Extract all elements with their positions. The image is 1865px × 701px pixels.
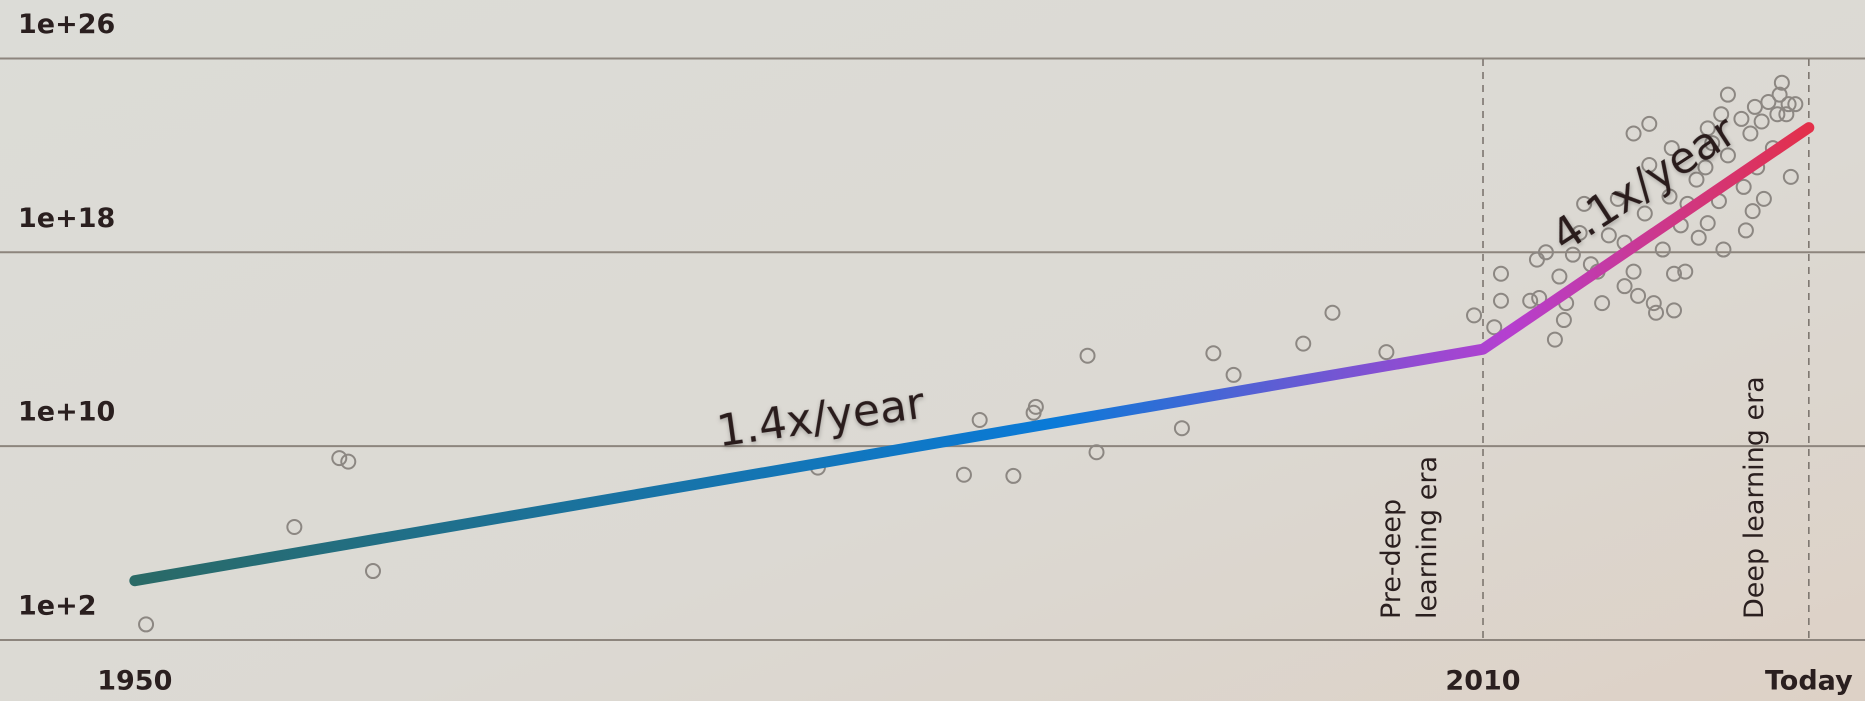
data-point <box>1466 307 1483 324</box>
data-point <box>1677 263 1694 280</box>
data-point <box>1636 205 1653 222</box>
marks <box>129 74 1815 633</box>
data-point <box>1742 125 1759 142</box>
data-point <box>1005 467 1022 484</box>
data-point <box>1773 74 1790 91</box>
data-point <box>1594 295 1611 312</box>
era-label-line: learning era <box>1412 456 1443 619</box>
data-point <box>1205 345 1222 362</box>
data-point <box>1697 159 1714 176</box>
data-point <box>1715 241 1732 258</box>
x-tick-label: Today <box>1765 666 1853 697</box>
data-point <box>1616 278 1633 295</box>
data-point <box>1555 312 1572 329</box>
era-label-line: Deep learning era <box>1739 376 1770 619</box>
data-point <box>1641 157 1658 174</box>
data-point <box>1755 190 1772 207</box>
data-point <box>1771 86 1788 103</box>
data-point <box>365 563 381 580</box>
x-tick-label: 2010 <box>1445 666 1520 697</box>
data-point <box>1666 302 1683 319</box>
data-point <box>971 412 988 429</box>
data-point <box>1641 115 1658 132</box>
data-point <box>1661 188 1678 205</box>
data-point <box>1492 292 1509 309</box>
data-point <box>1079 347 1096 364</box>
data-point <box>1027 398 1044 415</box>
data-point <box>1609 190 1626 207</box>
data-point <box>1625 125 1642 142</box>
data-point <box>1778 106 1795 123</box>
data-point <box>1486 319 1503 336</box>
data-point <box>1492 265 1509 282</box>
data-point <box>1735 178 1752 195</box>
data-point <box>1666 265 1683 282</box>
data-point <box>1576 195 1593 212</box>
y-tick-label: 1e+2 <box>18 591 97 622</box>
data-point <box>1645 295 1662 312</box>
data-point <box>1688 171 1705 188</box>
y-tick-label: 1e+26 <box>18 9 115 40</box>
data-point <box>1173 420 1190 437</box>
data-point <box>1630 287 1647 304</box>
data-point <box>1551 268 1568 285</box>
data-point <box>955 466 972 483</box>
data-point <box>1699 215 1716 232</box>
data-point <box>1324 304 1341 321</box>
data-point <box>1753 113 1770 130</box>
data-point <box>1600 227 1617 244</box>
data-point <box>286 519 303 536</box>
data-point <box>1746 98 1763 115</box>
x-tick-label: 1950 <box>97 666 172 697</box>
data-point <box>1663 140 1680 157</box>
data-point <box>1733 110 1750 127</box>
data-point <box>1625 263 1642 280</box>
data-point <box>1295 335 1312 352</box>
data-point <box>1704 135 1721 152</box>
era-label-line: Pre-deep <box>1376 499 1407 619</box>
data-point <box>138 616 155 633</box>
data-point <box>1719 147 1736 164</box>
data-point <box>1378 344 1395 361</box>
data-point <box>1571 224 1588 241</box>
y-tick-label: 1e+10 <box>18 397 115 428</box>
data-point <box>340 453 357 470</box>
data-point <box>1780 96 1797 113</box>
data-point <box>1719 86 1736 103</box>
data-point <box>1522 292 1539 309</box>
data-point <box>1654 241 1671 258</box>
era-label: Deep learning era <box>1739 376 1770 619</box>
data-point <box>1546 331 1563 348</box>
data-point <box>1737 222 1754 239</box>
data-point <box>1088 444 1105 461</box>
y-tick-label: 1e+18 <box>18 203 115 234</box>
data-point <box>1648 304 1665 321</box>
data-point <box>1225 366 1242 383</box>
data-point <box>1713 106 1730 123</box>
data-point <box>1760 93 1777 110</box>
data-point <box>331 450 348 467</box>
data-point <box>1769 106 1786 123</box>
era-label: Pre-deep learning era <box>1376 456 1443 619</box>
data-point <box>1690 229 1707 246</box>
trend-line <box>129 122 1815 587</box>
data-point <box>1699 120 1716 137</box>
data-point <box>1787 96 1804 113</box>
data-point <box>1564 246 1581 263</box>
data-point <box>1782 168 1799 185</box>
data-point <box>1537 244 1554 261</box>
data-point <box>1744 203 1761 220</box>
